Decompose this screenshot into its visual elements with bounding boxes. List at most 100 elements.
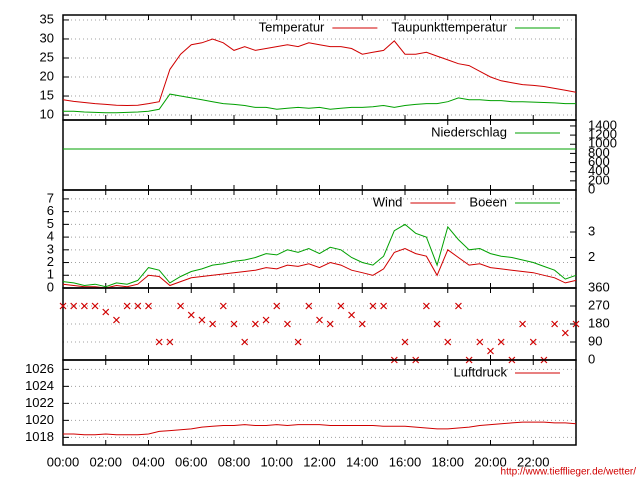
- y2-tick-label: 0: [588, 351, 595, 366]
- direction-point: [369, 302, 377, 310]
- direction-point: [433, 320, 441, 328]
- x-tick-label: 00:00: [47, 454, 80, 469]
- y2-tick-label: 3: [588, 223, 595, 238]
- y2-tick-label: 200: [588, 172, 610, 187]
- series-line: [63, 421, 577, 436]
- direction-point: [476, 338, 484, 346]
- direction-point: [572, 320, 580, 328]
- y2-tick-label: 180: [588, 315, 610, 330]
- y-tick-label: 1020: [25, 412, 54, 427]
- y-tick-label: 20: [40, 68, 54, 83]
- direction-point: [561, 329, 569, 337]
- panel-frame: [62, 359, 577, 446]
- y-tick-label: 1026: [25, 361, 54, 376]
- y-tick-label: 1: [47, 267, 54, 282]
- direction-point: [230, 320, 238, 328]
- y-tick-label: 0: [47, 279, 54, 294]
- series-line: [62, 247, 577, 289]
- y-tick-label: 1024: [25, 378, 54, 393]
- direction-point: [487, 347, 494, 355]
- direction-point: [284, 320, 291, 328]
- x-tick-label: 16:00: [389, 454, 422, 469]
- y-tick-label: 2: [47, 254, 54, 269]
- legend-label: Niederschlag: [431, 124, 507, 139]
- x-tick-label: 04:00: [132, 454, 165, 469]
- x-tick-label: 22:00: [517, 454, 550, 469]
- y-tick-label: 7: [47, 190, 54, 205]
- x-tick-label: 10:00: [260, 454, 293, 469]
- direction-point: [145, 302, 152, 310]
- direction-point: [305, 302, 313, 310]
- x-tick-label: 18:00: [431, 454, 464, 469]
- y2-tick-label: 800: [588, 145, 610, 160]
- legend-label: Temperatur: [259, 19, 325, 34]
- direction-point: [455, 302, 462, 310]
- y2-tick-label: 2: [588, 249, 595, 264]
- direction-point: [241, 338, 249, 346]
- footer-url: http://www.tiefflieger.de/wetter/: [501, 467, 637, 478]
- series-line: [63, 93, 576, 114]
- series-line: [62, 223, 577, 288]
- x-tick-label: 20:00: [474, 454, 507, 469]
- direction-point: [198, 316, 206, 324]
- direction-point: [70, 302, 78, 310]
- x-tick-label: 14:00: [346, 454, 379, 469]
- direction-point: [519, 320, 526, 328]
- y-tick-label: 3: [47, 241, 54, 256]
- direction-point: [273, 302, 281, 310]
- direction-point: [166, 338, 174, 346]
- x-tick-label: 06:00: [175, 454, 208, 469]
- y2-tick-label: 1200: [588, 127, 617, 142]
- direction-point: [380, 302, 388, 310]
- direction-point: [294, 338, 302, 346]
- direction-point: [497, 338, 505, 346]
- x-tick-label: 12:00: [303, 454, 336, 469]
- direction-point: [80, 302, 88, 310]
- direction-point: [348, 311, 355, 319]
- direction-point: [326, 320, 334, 328]
- x-tick-label: 02:00: [89, 454, 122, 469]
- y-tick-label: 4: [47, 229, 54, 244]
- direction-point: [219, 302, 227, 310]
- y2-tick-label: 90: [588, 333, 602, 348]
- direction-point: [529, 338, 537, 346]
- direction-point: [187, 311, 195, 319]
- y2-tick-label: 1400: [588, 117, 617, 132]
- y2-tick-label: 400: [588, 163, 610, 178]
- direction-point: [401, 338, 409, 346]
- y-tick-label: 35: [40, 11, 54, 26]
- y-tick-label: 25: [40, 49, 54, 64]
- direction-point: [316, 316, 323, 324]
- x-tick-label: 08:00: [218, 454, 251, 469]
- series-line: [62, 38, 577, 107]
- direction-point: [337, 302, 345, 310]
- y2-tick-label: 600: [588, 154, 610, 169]
- direction-point: [102, 308, 110, 316]
- legend-label: Taupunkttemperatur: [391, 19, 507, 34]
- y2-tick-label: 270: [588, 297, 610, 312]
- direction-point: [422, 302, 430, 310]
- y2-tick-label: 0: [588, 181, 595, 196]
- direction-point: [209, 320, 217, 328]
- direction-point: [251, 320, 259, 328]
- direction-point: [177, 302, 184, 310]
- direction-point: [444, 338, 452, 346]
- direction-point: [262, 316, 270, 324]
- legend-label: Wind: [373, 194, 403, 209]
- legend-label: Boeen: [469, 194, 507, 209]
- y-tick-label: 15: [40, 87, 54, 102]
- direction-point: [358, 320, 366, 328]
- direction-point: [134, 302, 142, 310]
- y-tick-label: 6: [47, 203, 54, 218]
- direction-point: [155, 338, 163, 346]
- y-tick-label: 30: [40, 30, 54, 45]
- direction-point: [113, 316, 120, 324]
- direction-point: [59, 302, 67, 310]
- legend-label: Luftdruck: [454, 364, 508, 379]
- y-tick-label: 1018: [25, 429, 54, 444]
- y-tick-label: 10: [40, 106, 54, 121]
- direction-point: [551, 320, 559, 328]
- direction-point: [91, 302, 99, 310]
